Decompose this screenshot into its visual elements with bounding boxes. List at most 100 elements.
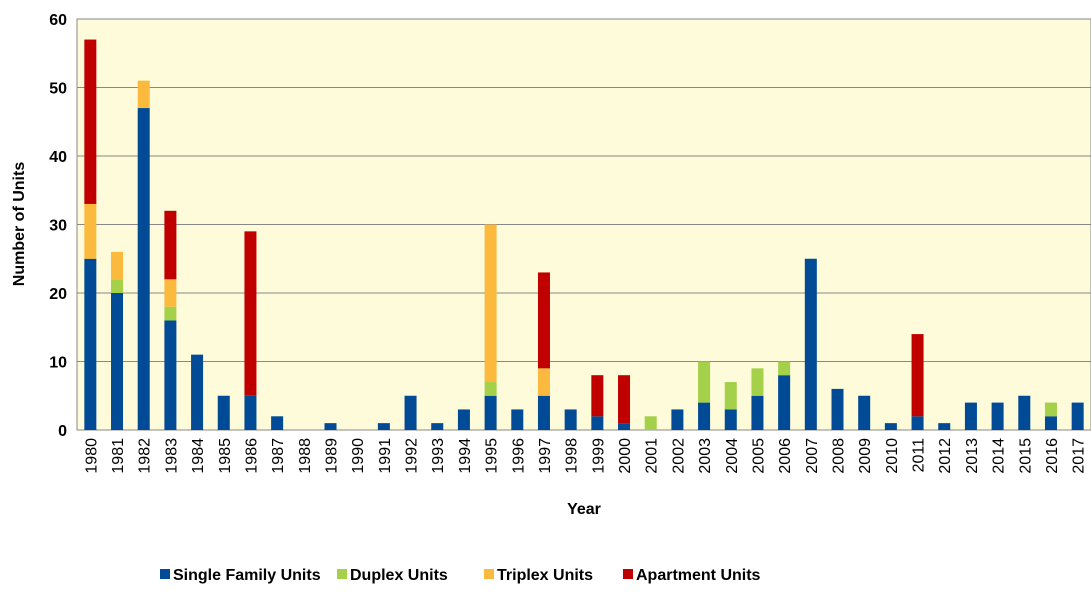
bar-segment <box>591 375 604 417</box>
bar-segment <box>698 361 711 403</box>
x-tick-label: 2011 <box>911 438 928 473</box>
bar-segment <box>484 224 497 383</box>
bar-segment <box>244 231 257 396</box>
bar-segment <box>858 395 871 430</box>
bar-segment <box>778 375 791 430</box>
bar-segment <box>1071 402 1084 430</box>
y-tick-label: 40 <box>49 149 67 166</box>
x-tick-label: 2015 <box>1017 438 1034 474</box>
x-tick-label: 2000 <box>617 438 634 474</box>
bar-segment <box>911 416 924 430</box>
bar-segment <box>244 395 257 430</box>
bar-segment <box>484 382 497 396</box>
bar-segment <box>751 395 764 430</box>
x-tick-label: 1999 <box>590 438 607 474</box>
bar-segment <box>671 409 684 430</box>
bar-segment <box>164 210 177 280</box>
bar-segment <box>537 272 550 369</box>
x-tick-label: 2013 <box>964 438 981 474</box>
legend-swatch <box>337 569 347 579</box>
legend-label: Single Family Units <box>173 567 321 584</box>
x-tick-label: 2004 <box>724 438 741 474</box>
y-tick-label: 30 <box>49 218 67 235</box>
bar-segment <box>404 395 417 430</box>
x-tick-label: 1981 <box>110 438 127 474</box>
x-tick-label: 1980 <box>83 438 100 474</box>
bar-segment <box>111 251 124 280</box>
x-tick-label: 1992 <box>404 438 421 474</box>
x-tick-label: 2003 <box>697 438 714 474</box>
x-tick-label: 1985 <box>217 438 234 474</box>
x-tick-label: 2007 <box>804 438 821 474</box>
bar-segment <box>618 375 631 424</box>
x-tick-label: 1984 <box>190 438 207 474</box>
bar-segment <box>1018 395 1031 430</box>
bar-segment <box>778 361 791 376</box>
x-tick-label: 1990 <box>350 438 367 474</box>
bar-segment <box>804 258 817 430</box>
legend-swatch <box>160 569 170 579</box>
bar-segment <box>191 354 204 430</box>
bar-segment <box>84 258 97 430</box>
legend-swatch <box>623 569 633 579</box>
y-tick-label: 50 <box>49 81 67 98</box>
bar-segment <box>164 320 177 430</box>
bar-segment <box>591 416 604 430</box>
bar-segment <box>724 409 737 430</box>
x-tick-label: 2001 <box>644 438 661 474</box>
x-tick-label: 2009 <box>857 438 874 474</box>
bar-segment <box>884 423 897 430</box>
legend-label: Duplex Units <box>350 567 448 584</box>
bar-segment <box>137 108 150 431</box>
x-tick-label: 2006 <box>777 438 794 474</box>
bar-segment <box>1044 402 1057 417</box>
bar-segment <box>324 423 337 430</box>
x-tick-label: 1994 <box>457 438 474 474</box>
x-tick-label: 1982 <box>137 438 154 474</box>
bar-segment <box>164 306 177 321</box>
bar-segment <box>84 203 97 259</box>
x-tick-label: 2017 <box>1071 438 1088 474</box>
x-tick-label: 1998 <box>564 438 581 474</box>
x-tick-label: 1986 <box>243 438 260 474</box>
y-tick-label: 0 <box>58 423 67 440</box>
bar-segment <box>911 334 924 417</box>
x-tick-label: 2014 <box>991 438 1008 474</box>
x-tick-label: 1996 <box>510 438 527 474</box>
x-tick-label: 1988 <box>297 438 314 474</box>
x-tick-label: 1995 <box>484 438 501 474</box>
bar-segment <box>724 382 737 410</box>
x-tick-label: 2002 <box>670 438 687 474</box>
bar-segment <box>831 388 844 430</box>
bar-segment <box>751 368 764 396</box>
bar-segment <box>137 80 150 109</box>
bar-segment <box>217 395 230 430</box>
x-tick-label: 1989 <box>324 438 341 474</box>
bar-segment <box>111 279 124 293</box>
bar-segment <box>537 368 550 396</box>
x-tick-label: 1993 <box>430 438 447 474</box>
legend-swatch <box>484 569 494 579</box>
bar-segment <box>938 423 951 430</box>
bar-segment <box>564 409 577 430</box>
bar-segment <box>698 402 711 430</box>
legend-label: Triplex Units <box>497 567 593 584</box>
bar-segment <box>991 402 1004 430</box>
bar-segment <box>431 423 444 430</box>
bar-segment <box>84 39 97 204</box>
bar-segment <box>964 402 977 430</box>
bar-segment <box>377 423 390 430</box>
x-tick-label: 2010 <box>884 438 901 474</box>
x-tick-label: 1997 <box>537 438 554 474</box>
x-tick-label: 2005 <box>750 438 767 474</box>
x-axis-title: Year <box>567 501 601 518</box>
legend-label: Apartment Units <box>636 567 761 584</box>
bar-segment <box>537 395 550 430</box>
bar-segment <box>484 395 497 430</box>
x-tick-label: 1991 <box>377 438 394 474</box>
y-tick-label: 60 <box>49 12 67 29</box>
x-tick-label: 2016 <box>1044 438 1061 474</box>
x-tick-label: 1987 <box>270 438 287 474</box>
